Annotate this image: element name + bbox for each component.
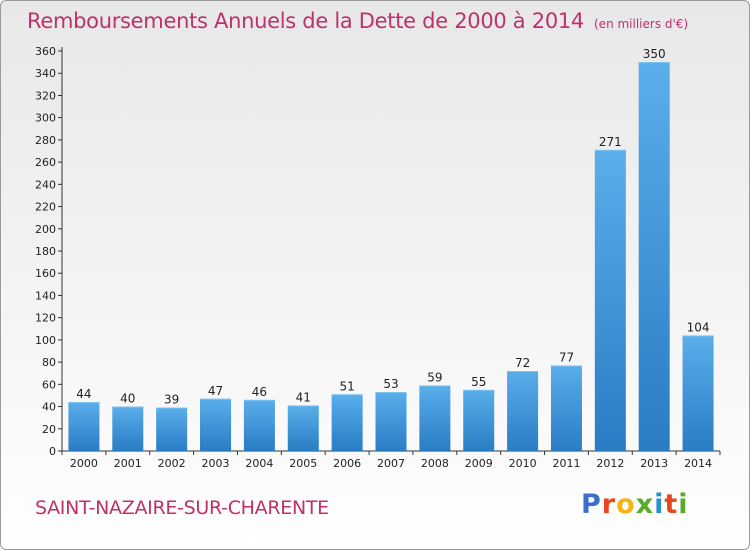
- logo-letter: x: [635, 489, 655, 520]
- x-tick-label: 2006: [333, 457, 361, 470]
- y-tick-label: 240: [35, 178, 56, 191]
- bar: [331, 394, 363, 451]
- y-tick-label: 0: [49, 445, 56, 458]
- bar: [243, 399, 275, 451]
- data-label: 41: [296, 390, 311, 404]
- bar: [463, 389, 495, 451]
- data-label: 72: [515, 356, 530, 370]
- chart-title-text: Remboursements Annuels de la Dette de 20…: [27, 9, 584, 33]
- proxiti-logo: Proxiti: [581, 489, 689, 520]
- x-tick-label: 2009: [465, 457, 493, 470]
- bar: [68, 402, 100, 451]
- y-tick-label: 320: [35, 89, 56, 102]
- logo-letter: t: [664, 489, 679, 520]
- x-tick-label: 2004: [245, 457, 273, 470]
- y-tick-label: 280: [35, 134, 56, 147]
- data-label: 55: [471, 375, 486, 389]
- bar: [594, 149, 626, 451]
- y-tick-label: 360: [35, 45, 56, 58]
- y-tick-label: 20: [42, 423, 56, 436]
- logo-letter: r: [601, 489, 617, 520]
- bar: [638, 62, 670, 451]
- unit-note: (en milliers d'€): [594, 17, 689, 31]
- y-tick-label: 140: [35, 289, 56, 302]
- y-tick-label: 80: [42, 356, 56, 369]
- bar: [550, 365, 582, 451]
- bar: [507, 371, 539, 451]
- y-tick-label: 160: [35, 267, 56, 280]
- bar: [419, 385, 451, 451]
- data-label: 53: [383, 377, 398, 391]
- y-tick-label: 260: [35, 156, 56, 169]
- x-tick-label: 2014: [684, 457, 712, 470]
- y-tick-label: 220: [35, 201, 56, 214]
- data-label: 59: [427, 370, 442, 384]
- logo-letter: i: [678, 489, 689, 520]
- x-tick-label: 2001: [114, 457, 142, 470]
- x-tick-label: 2005: [289, 457, 317, 470]
- x-tick-label: 2012: [596, 457, 624, 470]
- data-label: 46: [252, 385, 267, 399]
- bar: [200, 398, 232, 451]
- data-label: 350: [643, 47, 666, 61]
- y-tick-label: 300: [35, 112, 56, 125]
- y-tick-label: 340: [35, 67, 56, 80]
- logo-letter: i: [654, 489, 665, 520]
- y-tick-label: 60: [42, 378, 56, 391]
- x-tick-label: 2011: [552, 457, 580, 470]
- logo-letter: o: [616, 489, 636, 520]
- logo-letter: P: [581, 489, 602, 520]
- bar: [287, 405, 319, 451]
- x-tick-label: 2008: [421, 457, 449, 470]
- y-tick-label: 120: [35, 312, 56, 325]
- x-tick-label: 2010: [509, 457, 537, 470]
- bar: [156, 407, 188, 451]
- commune-name: SAINT-NAZAIRE-SUR-CHARENTE: [35, 497, 329, 519]
- chart-bars: 44 40 39 47 46 41 51 53 59 55 72 77 271 350 104: [68, 47, 714, 451]
- x-tick-label: 2007: [377, 457, 405, 470]
- x-tick-label: 2002: [158, 457, 186, 470]
- x-tick-label: 2003: [202, 457, 230, 470]
- data-label: 51: [339, 379, 354, 393]
- bar: [682, 335, 714, 451]
- y-tick-label: 180: [35, 245, 56, 258]
- data-label: 47: [208, 384, 223, 398]
- x-tick-label: 2013: [640, 457, 668, 470]
- data-label: 40: [120, 392, 135, 406]
- data-label: 39: [164, 393, 179, 407]
- x-tick-label: 2000: [70, 457, 98, 470]
- bar: [375, 392, 407, 451]
- y-tick-label: 200: [35, 223, 56, 236]
- chart-title: Remboursements Annuels de la Dette de 20…: [27, 9, 688, 33]
- data-label: 44: [76, 387, 91, 401]
- data-label: 77: [559, 350, 574, 364]
- y-tick-label: 40: [42, 401, 56, 414]
- data-label: 104: [687, 320, 710, 334]
- chart-axes: 0 20 40 60 80 100 120 140 160 180 200 220 240 260 280 3…: [35, 45, 721, 470]
- data-label: 271: [599, 135, 622, 149]
- bar: [112, 406, 144, 451]
- y-tick-label: 100: [35, 334, 56, 347]
